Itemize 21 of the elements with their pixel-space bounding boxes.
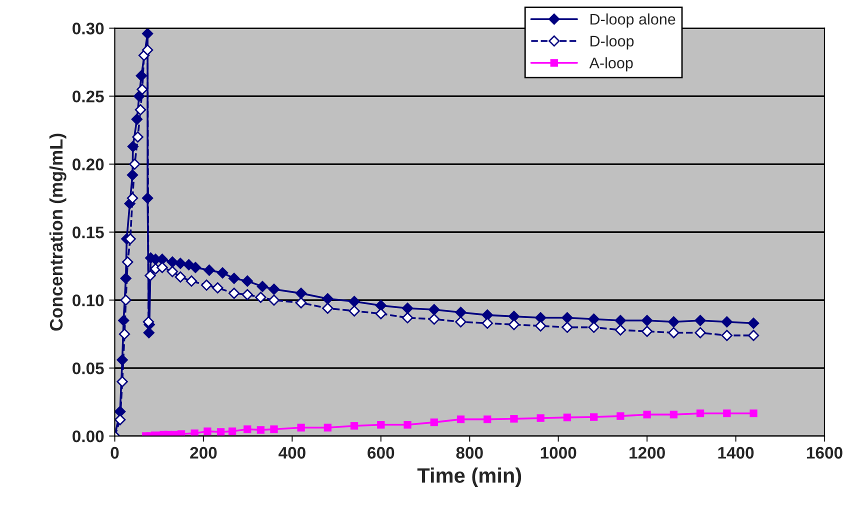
x-tick-label: 600 (368, 446, 394, 459)
x-tick-label: 1600 (807, 446, 842, 459)
x-tick-label: 1200 (630, 446, 665, 459)
x-tick-label: 1400 (718, 446, 754, 459)
x-tick-label: 800 (456, 446, 483, 459)
y-tick-label: 0.00 (72, 430, 104, 442)
y-tick-label: 0.30 (72, 22, 104, 34)
x-axis-title: Time (min) (417, 468, 522, 487)
x-tick-label: 200 (190, 446, 217, 459)
legend-label: D-loop alone (590, 13, 676, 28)
y-tick-label: 0.20 (72, 158, 104, 170)
y-tick-label: 0.15 (72, 226, 104, 238)
y-tick-label: 0.25 (72, 90, 104, 102)
legend-label: D-loop (590, 35, 634, 50)
y-tick-label: 0.05 (72, 362, 104, 374)
x-tick-label: 400 (278, 446, 306, 459)
x-tick-label: 0 (110, 446, 119, 459)
legend-label: A-loop (589, 57, 633, 72)
x-tick-label: 1000 (540, 446, 576, 459)
y-axis-title: Concentration (mg/mL) (49, 134, 66, 331)
y-tick-label: 0.10 (72, 294, 104, 306)
